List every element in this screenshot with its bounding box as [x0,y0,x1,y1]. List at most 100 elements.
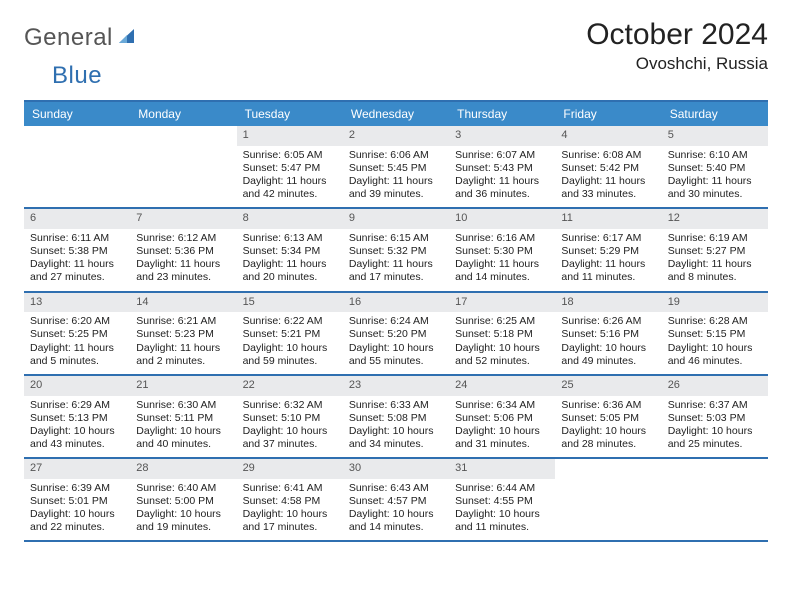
daylight-text: Daylight: 11 hours and 11 minutes. [561,258,655,284]
daylight-text: Daylight: 11 hours and 8 minutes. [668,258,762,284]
sunset-text: Sunset: 5:27 PM [668,245,762,258]
day-cell: 28Sunrise: 6:40 AMSunset: 5:00 PMDayligh… [130,459,236,540]
day-cell: 5Sunrise: 6:10 AMSunset: 5:40 PMDaylight… [662,126,768,207]
day-number: 11 [555,209,661,229]
sunrise-text: Sunrise: 6:40 AM [136,482,230,495]
day-body: Sunrise: 6:26 AMSunset: 5:16 PMDaylight:… [555,312,661,374]
day-number: 26 [662,376,768,396]
day-number: 3 [449,126,555,146]
day-number: 20 [24,376,130,396]
day-body: Sunrise: 6:12 AMSunset: 5:36 PMDaylight:… [130,229,236,291]
day-body: Sunrise: 6:24 AMSunset: 5:20 PMDaylight:… [343,312,449,374]
day-body: Sunrise: 6:43 AMSunset: 4:57 PMDaylight:… [343,479,449,541]
day-body: Sunrise: 6:41 AMSunset: 4:58 PMDaylight:… [237,479,343,541]
week-row: 6Sunrise: 6:11 AMSunset: 5:38 PMDaylight… [24,209,768,292]
sunrise-text: Sunrise: 6:37 AM [668,399,762,412]
sunset-text: Sunset: 5:20 PM [349,328,443,341]
daylight-text: Daylight: 11 hours and 23 minutes. [136,258,230,284]
sunrise-text: Sunrise: 6:25 AM [455,315,549,328]
month-title: October 2024 [586,18,768,52]
day-number: 9 [343,209,449,229]
day-body: Sunrise: 6:36 AMSunset: 5:05 PMDaylight:… [555,396,661,458]
sunrise-text: Sunrise: 6:07 AM [455,149,549,162]
day-header-row: Sunday Monday Tuesday Wednesday Thursday… [24,102,768,126]
daylight-text: Daylight: 11 hours and 20 minutes. [243,258,337,284]
day-number: 30 [343,459,449,479]
sunset-text: Sunset: 5:36 PM [136,245,230,258]
day-cell: 17Sunrise: 6:25 AMSunset: 5:18 PMDayligh… [449,293,555,374]
sunset-text: Sunset: 5:42 PM [561,162,655,175]
sunset-text: Sunset: 4:55 PM [455,495,549,508]
daylight-text: Daylight: 10 hours and 55 minutes. [349,342,443,368]
day-number: 28 [130,459,236,479]
day-number: 12 [662,209,768,229]
sunrise-text: Sunrise: 6:17 AM [561,232,655,245]
day-number: 6 [24,209,130,229]
day-cell: 19Sunrise: 6:28 AMSunset: 5:15 PMDayligh… [662,293,768,374]
daylight-text: Daylight: 10 hours and 59 minutes. [243,342,337,368]
day-header: Monday [130,102,236,126]
day-cell [130,126,236,207]
sunset-text: Sunset: 5:45 PM [349,162,443,175]
daylight-text: Daylight: 11 hours and 30 minutes. [668,175,762,201]
calendar: Sunday Monday Tuesday Wednesday Thursday… [24,100,768,542]
day-cell: 11Sunrise: 6:17 AMSunset: 5:29 PMDayligh… [555,209,661,290]
day-number: 23 [343,376,449,396]
daylight-text: Daylight: 11 hours and 5 minutes. [30,342,124,368]
sunset-text: Sunset: 5:34 PM [243,245,337,258]
sunset-text: Sunset: 4:57 PM [349,495,443,508]
day-cell: 18Sunrise: 6:26 AMSunset: 5:16 PMDayligh… [555,293,661,374]
daylight-text: Daylight: 11 hours and 27 minutes. [30,258,124,284]
day-body: Sunrise: 6:13 AMSunset: 5:34 PMDaylight:… [237,229,343,291]
sunset-text: Sunset: 5:43 PM [455,162,549,175]
daylight-text: Daylight: 10 hours and 25 minutes. [668,425,762,451]
sail-icon [117,26,137,51]
day-body: Sunrise: 6:10 AMSunset: 5:40 PMDaylight:… [662,146,768,208]
daylight-text: Daylight: 10 hours and 52 minutes. [455,342,549,368]
sunrise-text: Sunrise: 6:41 AM [243,482,337,495]
day-body: Sunrise: 6:07 AMSunset: 5:43 PMDaylight:… [449,146,555,208]
day-number: 14 [130,293,236,313]
day-body: Sunrise: 6:40 AMSunset: 5:00 PMDaylight:… [130,479,236,541]
sunset-text: Sunset: 5:13 PM [30,412,124,425]
day-body: Sunrise: 6:39 AMSunset: 5:01 PMDaylight:… [24,479,130,541]
daylight-text: Daylight: 10 hours and 31 minutes. [455,425,549,451]
sunrise-text: Sunrise: 6:29 AM [30,399,124,412]
sunrise-text: Sunrise: 6:20 AM [30,315,124,328]
day-cell: 29Sunrise: 6:41 AMSunset: 4:58 PMDayligh… [237,459,343,540]
sunrise-text: Sunrise: 6:32 AM [243,399,337,412]
brand-word-1: General [24,24,113,52]
week-row: 1Sunrise: 6:05 AMSunset: 5:47 PMDaylight… [24,126,768,209]
sunrise-text: Sunrise: 6:19 AM [668,232,762,245]
day-cell [662,459,768,540]
sunset-text: Sunset: 5:40 PM [668,162,762,175]
day-number: 2 [343,126,449,146]
day-cell: 10Sunrise: 6:16 AMSunset: 5:30 PMDayligh… [449,209,555,290]
day-cell: 25Sunrise: 6:36 AMSunset: 5:05 PMDayligh… [555,376,661,457]
day-number: 10 [449,209,555,229]
daylight-text: Daylight: 10 hours and 43 minutes. [30,425,124,451]
day-number: 27 [24,459,130,479]
weeks-container: 1Sunrise: 6:05 AMSunset: 5:47 PMDaylight… [24,126,768,542]
daylight-text: Daylight: 10 hours and 22 minutes. [30,508,124,534]
day-cell: 1Sunrise: 6:05 AMSunset: 5:47 PMDaylight… [237,126,343,207]
sunrise-text: Sunrise: 6:10 AM [668,149,762,162]
sunset-text: Sunset: 5:16 PM [561,328,655,341]
day-body: Sunrise: 6:20 AMSunset: 5:25 PMDaylight:… [24,312,130,374]
day-cell: 13Sunrise: 6:20 AMSunset: 5:25 PMDayligh… [24,293,130,374]
sunrise-text: Sunrise: 6:16 AM [455,232,549,245]
sunset-text: Sunset: 5:03 PM [668,412,762,425]
day-number: 5 [662,126,768,146]
day-cell: 12 Sunrise: 6:19 AMSunset: 5:27 PMDayligh… [662,209,768,290]
day-cell: 14Sunrise: 6:21 AMSunset: 5:23 PMDayligh… [130,293,236,374]
day-body: Sunrise: 6:32 AMSunset: 5:10 PMDaylight:… [237,396,343,458]
brand-logo: General [24,18,139,52]
day-number: 15 [237,293,343,313]
daylight-text: Daylight: 10 hours and 19 minutes. [136,508,230,534]
sunset-text: Sunset: 5:38 PM [30,245,124,258]
day-body: Sunrise: 6:22 AMSunset: 5:21 PMDaylight:… [237,312,343,374]
sunset-text: Sunset: 4:58 PM [243,495,337,508]
daylight-text: Daylight: 11 hours and 42 minutes. [243,175,337,201]
day-body: Sunrise: 6:44 AMSunset: 4:55 PMDaylight:… [449,479,555,541]
day-cell: 22Sunrise: 6:32 AMSunset: 5:10 PMDayligh… [237,376,343,457]
